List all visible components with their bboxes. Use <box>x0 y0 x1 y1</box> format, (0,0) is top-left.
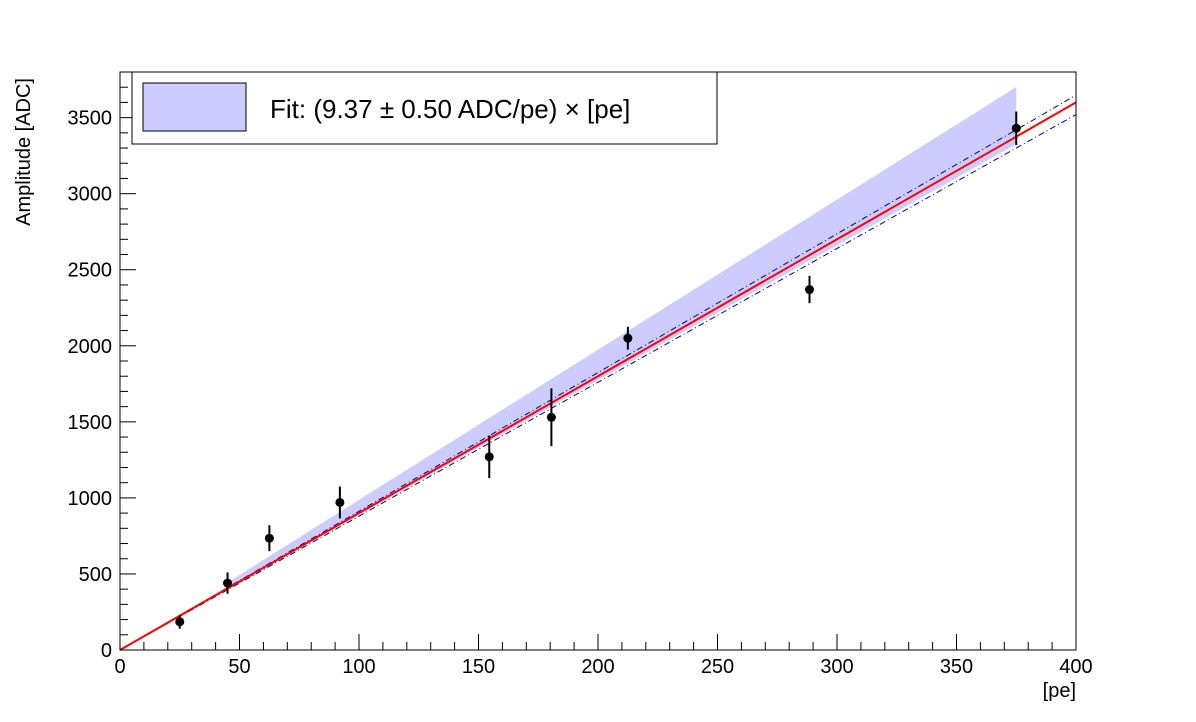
x-tick-label: 250 <box>701 656 734 678</box>
data-point-5 <box>546 412 556 422</box>
x-tick-label: 50 <box>228 656 250 678</box>
data-point-7 <box>805 285 815 295</box>
x-tick-label: 0 <box>114 656 125 678</box>
legend: Fit: (9.37 ± 0.50 ADC/pe) × [pe] <box>131 71 718 145</box>
x-tick-label: 350 <box>940 656 973 678</box>
legend-label: Fit: (9.37 ± 0.50 ADC/pe) × [pe] <box>270 94 630 124</box>
y-tick-label: 1500 <box>68 412 113 434</box>
data-point-6 <box>623 333 633 343</box>
x-tick-label: 200 <box>581 656 614 678</box>
fit-line-layer <box>119 101 1077 651</box>
data-point-8 <box>1011 123 1021 133</box>
fit-band-layer <box>227 87 1017 590</box>
y-tick-label: 2500 <box>68 260 113 282</box>
legend-swatch <box>142 82 247 132</box>
y-tick-label: 500 <box>79 564 112 586</box>
data-points-layer <box>175 111 1021 629</box>
x-axis-label: [pe] <box>1043 680 1076 702</box>
x-tick-label: 150 <box>462 656 495 678</box>
fit-line <box>119 101 1077 651</box>
data-point-4 <box>484 452 494 462</box>
y-axis-label: Amplitude [ADC] <box>13 78 35 226</box>
y-tick-label: 0 <box>101 640 112 662</box>
y-tick-label: 2000 <box>68 336 113 358</box>
y-axis: 0 500 1000 1500 2000 2500 3000 3500 <box>68 71 136 662</box>
y-tick-label: 3000 <box>68 184 113 206</box>
data-point-2 <box>264 533 274 543</box>
shaded-band <box>227 87 1017 590</box>
x-tick-label: 300 <box>820 656 853 678</box>
fit-upper-bound <box>119 94 1077 651</box>
y-tick-label: 1000 <box>68 488 113 510</box>
x-axis: 0 50 100 150 200 250 300 350 400 <box>114 634 1093 678</box>
x-tick-label: 400 <box>1059 656 1092 678</box>
y-tick-label: 3500 <box>68 108 113 130</box>
x-tick-label: 100 <box>342 656 375 678</box>
data-point-3 <box>335 497 345 507</box>
fit-lower-bound <box>119 114 1077 651</box>
data-point-0 <box>175 617 185 627</box>
data-point-1 <box>223 578 233 588</box>
fit-uncertainty-layer <box>119 94 1077 651</box>
